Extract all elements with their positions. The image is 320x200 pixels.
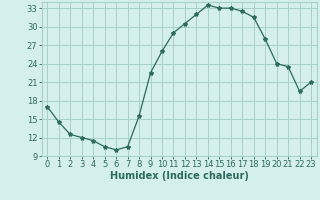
X-axis label: Humidex (Indice chaleur): Humidex (Indice chaleur) <box>110 171 249 181</box>
